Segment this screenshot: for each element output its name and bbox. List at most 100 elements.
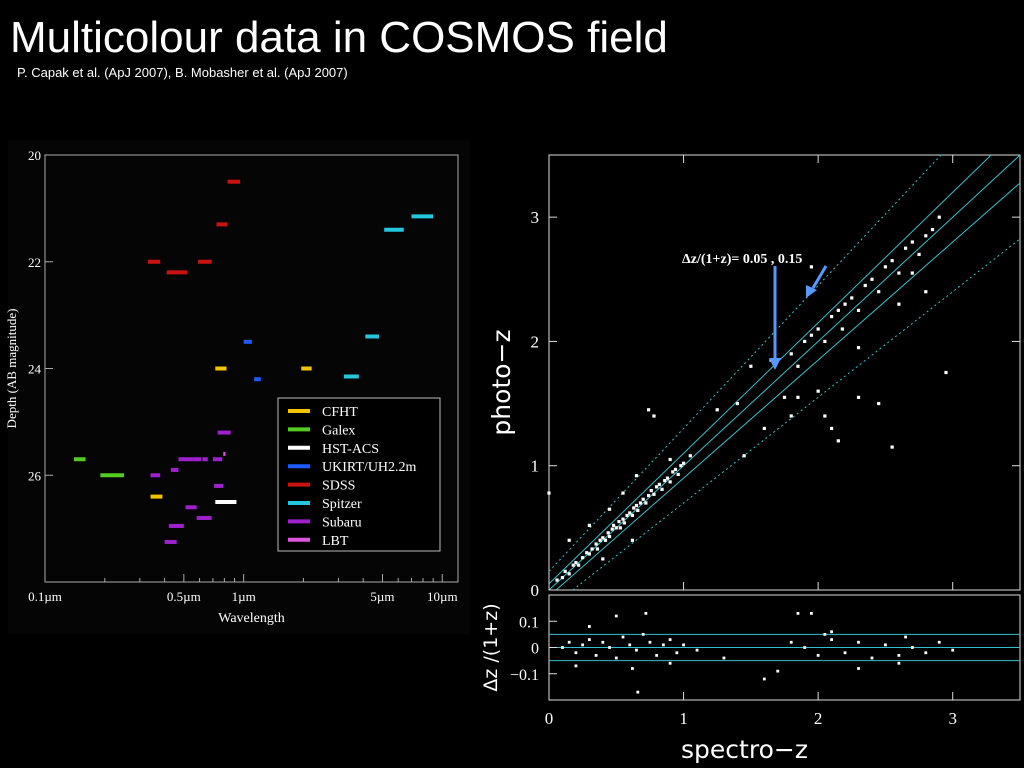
x-tick-label: 0 bbox=[545, 709, 554, 728]
scatter-point bbox=[632, 506, 636, 510]
scatter-point bbox=[634, 503, 639, 508]
annotation-label: Δz/(1+z)= 0.05 , 0.15 bbox=[682, 252, 802, 267]
scatter-point bbox=[910, 240, 914, 244]
x-tick-label: 1µm bbox=[232, 589, 256, 604]
scatter-point bbox=[630, 513, 635, 518]
scatter-point bbox=[830, 426, 834, 431]
left-chart-panel bbox=[8, 140, 470, 634]
annotation-arrowhead bbox=[806, 285, 817, 298]
residual-point bbox=[601, 640, 605, 644]
scatter-point bbox=[735, 401, 739, 406]
residual-point bbox=[574, 664, 578, 668]
residual-point bbox=[897, 661, 901, 665]
y-axis-label: Depth (AB magnitude) bbox=[4, 309, 19, 429]
residual-point bbox=[614, 656, 618, 660]
residual-point bbox=[614, 614, 618, 618]
scatter-point bbox=[587, 552, 591, 556]
scatter-point bbox=[897, 271, 901, 275]
scatter-point bbox=[625, 513, 629, 518]
guide-line-solid bbox=[548, 154, 992, 585]
scatter-point bbox=[607, 534, 612, 539]
scatter-point bbox=[590, 547, 594, 551]
scatter-point bbox=[897, 302, 901, 306]
residual-point bbox=[803, 646, 807, 649]
scatter-point bbox=[749, 364, 753, 368]
x-tick-label: 5µm bbox=[370, 589, 394, 604]
residual-point bbox=[951, 648, 955, 652]
scatter-point bbox=[617, 520, 621, 524]
residual-point bbox=[621, 635, 625, 639]
scatter-point bbox=[944, 370, 948, 375]
scatter-point bbox=[877, 290, 881, 294]
main-plot-frame bbox=[548, 154, 1021, 591]
residual-point bbox=[648, 640, 652, 644]
residual-point bbox=[655, 653, 659, 657]
y-tick-label: 0 bbox=[531, 581, 540, 600]
residual-point bbox=[910, 646, 914, 649]
scatter-point bbox=[618, 526, 622, 530]
residual-point bbox=[722, 656, 726, 660]
residual-point bbox=[561, 646, 564, 649]
scatter-point bbox=[594, 542, 598, 546]
scatter-point bbox=[688, 454, 692, 458]
residual-point bbox=[631, 667, 634, 670]
scatter-point bbox=[890, 259, 894, 263]
legend-label: LBT bbox=[322, 534, 349, 549]
scatter-point bbox=[883, 265, 888, 269]
scatter-point bbox=[904, 246, 908, 250]
residual-point bbox=[636, 690, 640, 694]
scatter-point bbox=[663, 479, 667, 483]
scatter-point bbox=[742, 454, 746, 458]
scatter-point bbox=[571, 563, 575, 567]
scatter-point bbox=[671, 470, 675, 474]
scatter-point bbox=[601, 557, 605, 561]
y-tick-label: 20 bbox=[28, 148, 41, 163]
scatter-point bbox=[856, 308, 861, 312]
legend-label: CFHT bbox=[322, 405, 358, 420]
scatter-point bbox=[607, 507, 612, 511]
x-axis-label: Wavelength bbox=[218, 611, 285, 626]
scatter-point bbox=[816, 327, 820, 331]
scatter-point bbox=[679, 464, 683, 468]
residual-point bbox=[581, 643, 585, 647]
residual-point bbox=[567, 640, 571, 644]
scatter-point bbox=[577, 563, 581, 567]
y-axis-label: photo−z bbox=[487, 329, 516, 435]
residual-point bbox=[897, 653, 901, 657]
scatter-point bbox=[863, 283, 867, 288]
residual-point bbox=[574, 651, 578, 655]
y-tick-label: 2 bbox=[531, 332, 540, 351]
scatter-point bbox=[621, 491, 625, 495]
scatter-point bbox=[606, 531, 610, 535]
scatter-point bbox=[646, 408, 651, 412]
residual-point bbox=[682, 643, 685, 647]
scatter-point bbox=[598, 538, 602, 542]
residual-point bbox=[830, 630, 833, 634]
legend-label: Subaru bbox=[322, 515, 362, 530]
scatter-point bbox=[930, 227, 935, 232]
residual-point bbox=[830, 638, 833, 642]
scatter-point bbox=[563, 569, 567, 573]
scatter-point bbox=[673, 467, 678, 472]
scatter-point bbox=[681, 461, 686, 465]
residual-point bbox=[796, 611, 800, 615]
scatter-point bbox=[581, 556, 585, 560]
x-axis-label: spectro−z bbox=[681, 735, 808, 764]
scatter-point bbox=[924, 290, 928, 294]
residual-point bbox=[776, 669, 780, 673]
scatter-point bbox=[668, 480, 672, 484]
scatter-point bbox=[585, 551, 589, 555]
x-tick-label: 0.1µm bbox=[28, 589, 62, 604]
scatter-point bbox=[870, 277, 874, 281]
scatter-point bbox=[634, 474, 639, 478]
legend-box bbox=[277, 397, 441, 552]
scatter-point bbox=[830, 314, 834, 319]
residual-tick-label: −0.1 bbox=[510, 667, 539, 684]
scatter-point bbox=[676, 472, 680, 477]
scatter-point bbox=[856, 395, 861, 399]
scatter-point bbox=[652, 414, 656, 418]
scatter-point bbox=[547, 491, 551, 495]
scatter-point bbox=[890, 445, 894, 449]
scatter-point bbox=[587, 523, 591, 527]
residual-point bbox=[587, 625, 591, 628]
